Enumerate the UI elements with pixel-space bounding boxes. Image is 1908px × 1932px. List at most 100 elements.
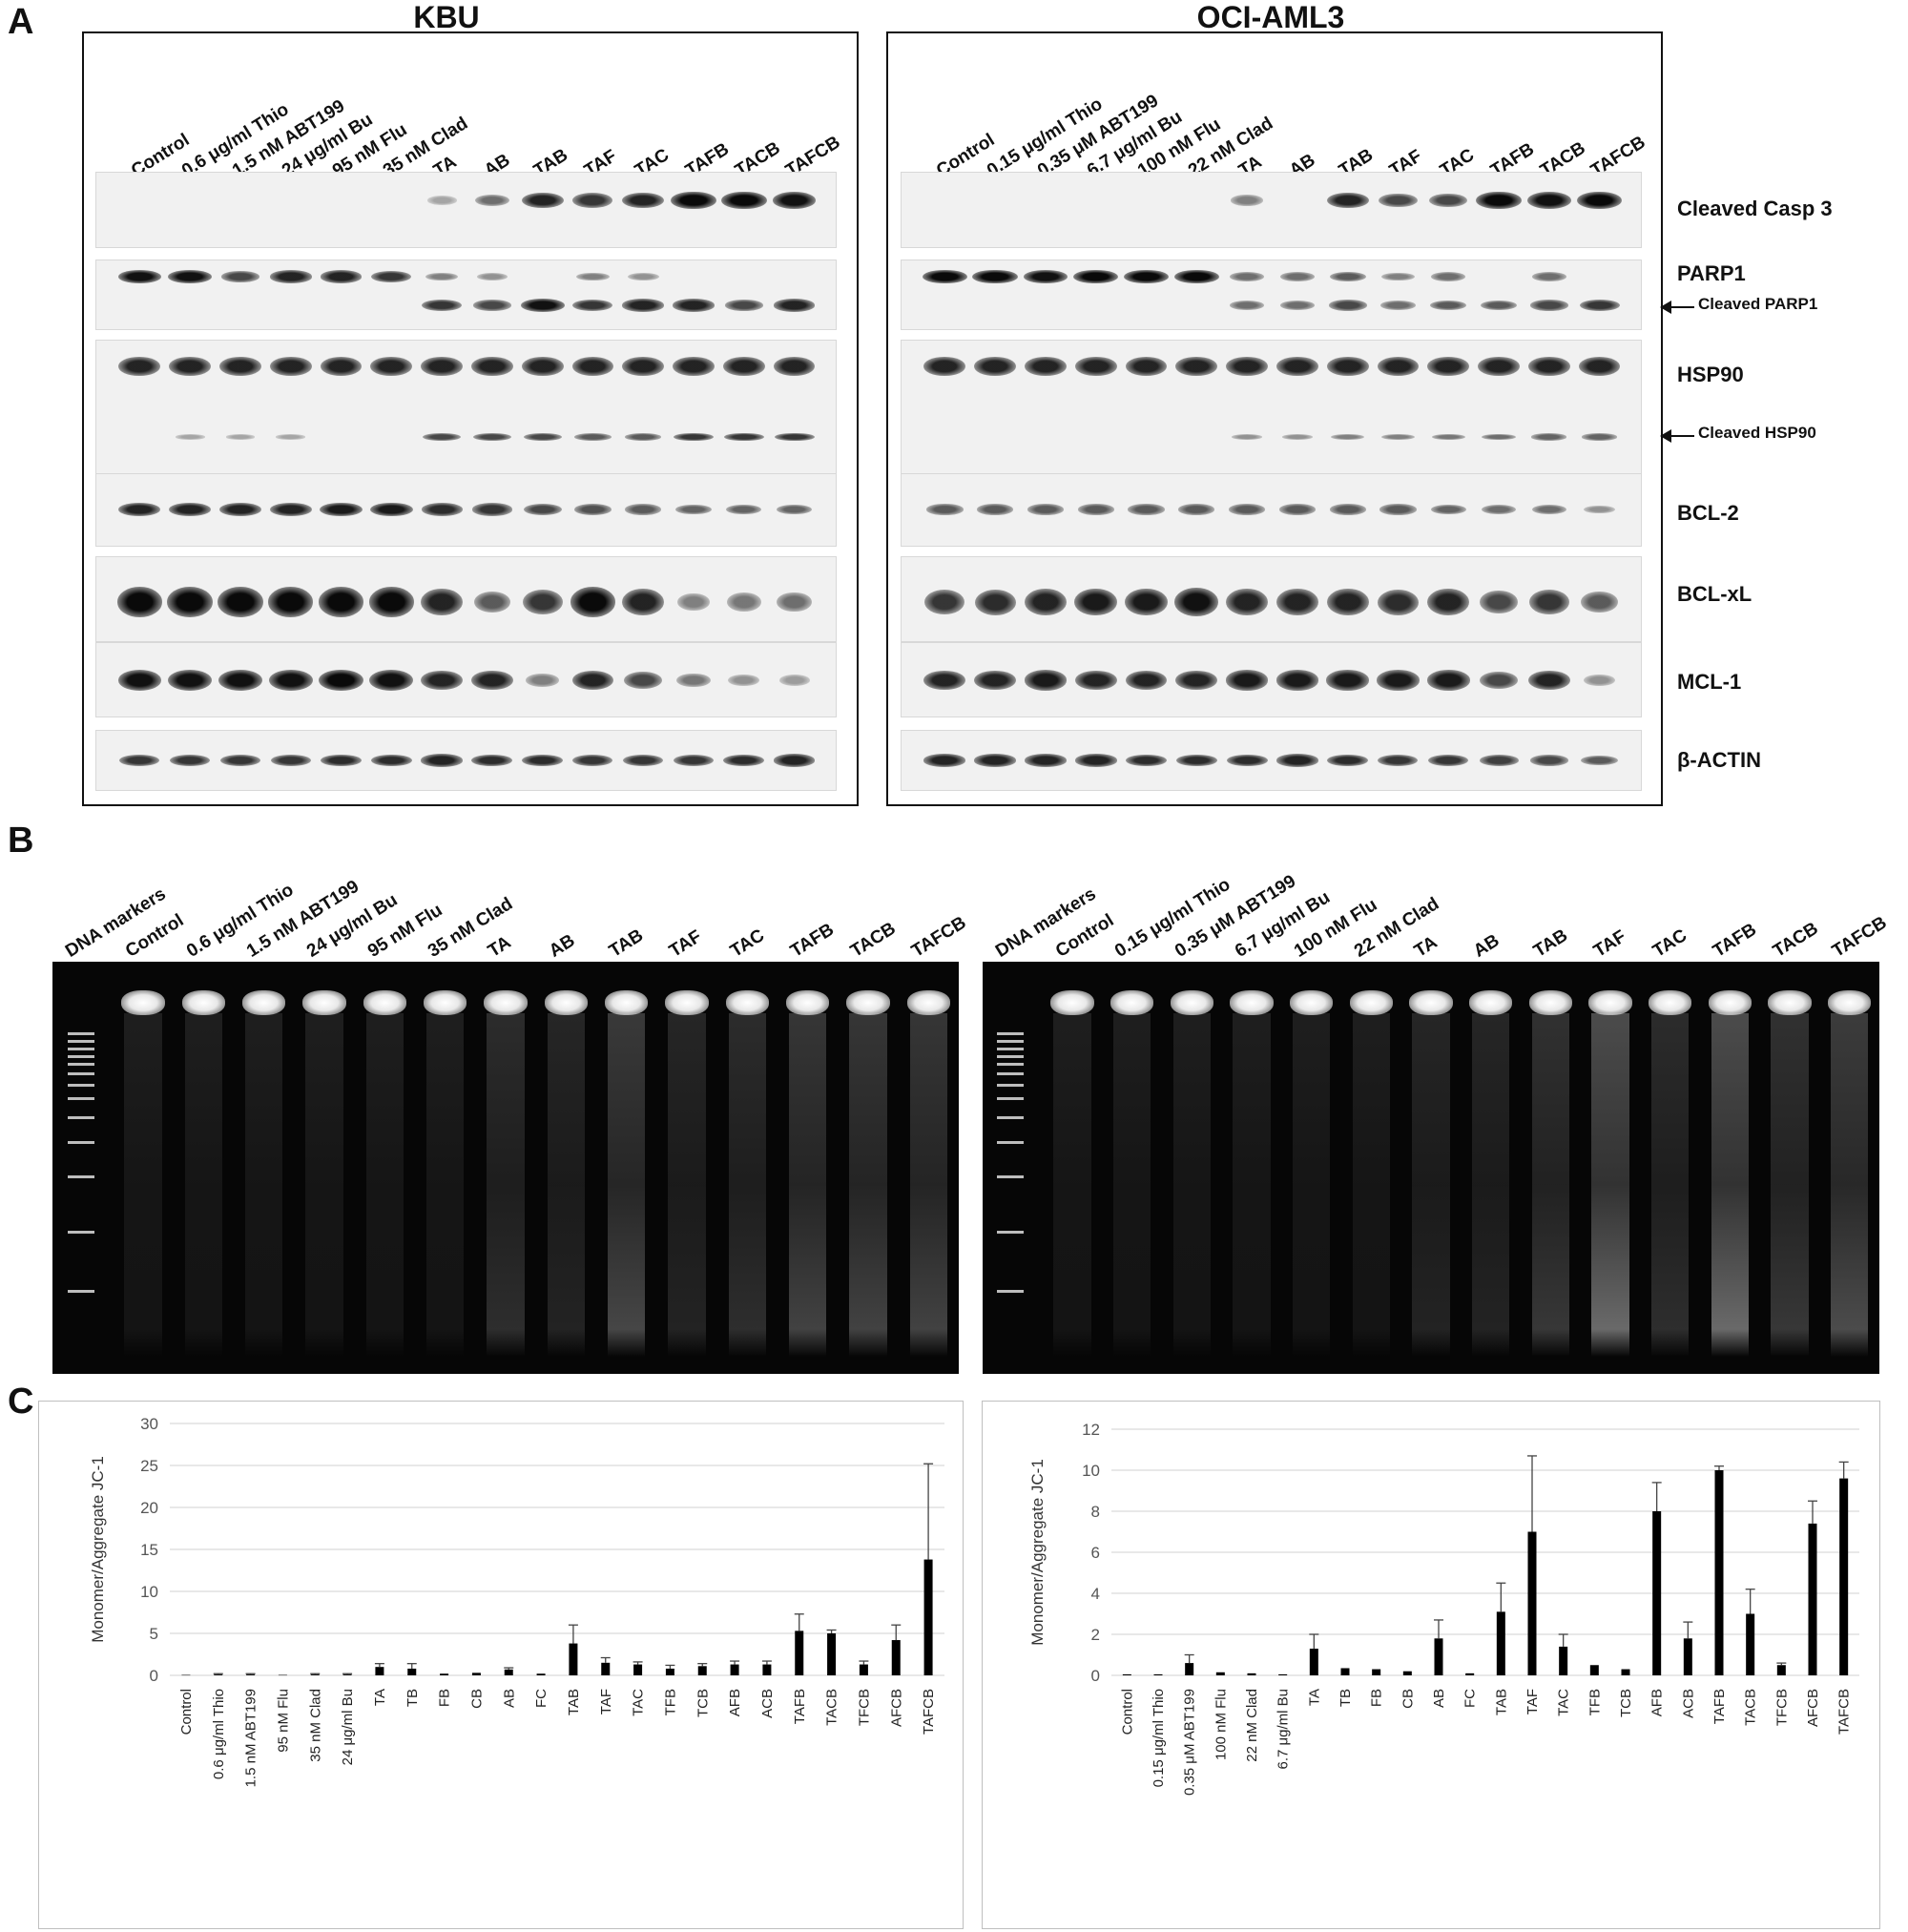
wb-band — [370, 356, 413, 377]
gel-well — [302, 990, 346, 1015]
gel-well — [1349, 990, 1393, 1015]
wb-band — [1579, 299, 1620, 312]
wb-strip-casp3 — [901, 172, 1642, 248]
wb-band — [1074, 356, 1117, 377]
gel-well — [725, 990, 770, 1015]
gel-image-left — [52, 962, 959, 1374]
x-tick-label: TAFCB — [1836, 1689, 1853, 1735]
x-tick-label: TFCB — [856, 1689, 872, 1726]
wb-band — [369, 502, 413, 517]
wb-band — [118, 356, 161, 377]
bar — [1122, 1673, 1131, 1675]
dna-ladder-band — [997, 1084, 1025, 1087]
protein-label-bcl2: BCL-2 — [1677, 501, 1739, 525]
bar — [1309, 1649, 1318, 1675]
bar — [665, 1668, 674, 1675]
dna-smear — [788, 1013, 827, 1357]
wb-band — [117, 670, 162, 691]
bar — [1652, 1511, 1662, 1675]
dna-smear — [1352, 1013, 1390, 1357]
wb-band — [169, 503, 212, 516]
dna-ladder-band — [997, 1072, 1025, 1075]
bar — [504, 1669, 513, 1675]
dna-ladder-band — [67, 1116, 94, 1119]
wb-band — [521, 192, 564, 209]
wb-band — [1025, 754, 1067, 767]
x-tick-label: 0.15 μg/ml Thio — [1151, 1689, 1167, 1787]
x-tick-label: CB — [1400, 1689, 1416, 1709]
gel-lane-label: TA — [1410, 932, 1441, 962]
jc1-chart-kbu: 0 5 10 15 20 25 30 Monomer/Aggregate JC-1 Contro… — [89, 1415, 944, 1787]
gel-well — [121, 990, 165, 1015]
y-tick-label: 5 — [150, 1625, 158, 1643]
bar — [246, 1674, 256, 1675]
wb-band — [1476, 191, 1522, 210]
wb-band — [1175, 356, 1218, 377]
dna-ladder-band — [67, 1175, 94, 1178]
wb-band — [1329, 271, 1366, 282]
wb-band — [168, 270, 212, 283]
gel-lane-label: TAFB — [787, 919, 838, 962]
wb-band — [773, 754, 816, 767]
gel-well — [1110, 990, 1154, 1015]
wb-band — [722, 356, 765, 377]
wb-band — [1531, 433, 1567, 441]
x-tick-label: 0.35 μM ABT199 — [1182, 1689, 1198, 1796]
wb-band — [1326, 670, 1370, 691]
dna-ladder-band — [67, 1290, 94, 1293]
dna-smear — [728, 1013, 767, 1357]
wb-band — [1027, 504, 1065, 515]
x-tick-label: AFCB — [1805, 1689, 1821, 1727]
wb-band — [778, 675, 810, 686]
gel-well — [665, 990, 709, 1015]
y-tick-label: 0 — [150, 1667, 158, 1685]
dna-ladder-band — [997, 1048, 1025, 1050]
wb-band — [1531, 504, 1567, 515]
x-tick-label: TCB — [695, 1689, 711, 1717]
bar — [923, 1559, 933, 1675]
wb-band — [1430, 300, 1467, 311]
wb-band — [1125, 670, 1168, 691]
x-tick-label: TA — [372, 1689, 388, 1706]
wb-band — [1326, 192, 1369, 209]
x-tick-label: TAFB — [1711, 1689, 1728, 1724]
x-tick-label: 24 μg/ml Bu — [340, 1689, 356, 1765]
wb-band — [1025, 589, 1067, 615]
bar — [827, 1633, 837, 1675]
gel-lane-label: TAB — [1530, 925, 1572, 962]
wb-band — [1174, 588, 1219, 616]
gel-lane-label: TAC — [726, 925, 768, 962]
cell-title-oci-aml3: OCI-AML3 — [1196, 0, 1345, 34]
bar — [536, 1673, 546, 1675]
wb-band — [1074, 588, 1118, 616]
wb-band — [676, 673, 711, 688]
wb-band — [723, 432, 764, 442]
wb-band — [1431, 433, 1465, 441]
gel-lane-label: TAFCB — [1829, 912, 1891, 962]
wb-band — [319, 669, 363, 692]
gel-well — [906, 990, 951, 1015]
wb-band — [1281, 434, 1314, 440]
wb-band — [576, 272, 610, 281]
wb-band — [276, 434, 306, 440]
bar — [1808, 1523, 1817, 1675]
wb-band — [1275, 589, 1318, 615]
wb-band — [1275, 754, 1318, 767]
wb-band — [267, 587, 314, 617]
protein-label-bclxl: BCL-xL — [1677, 582, 1752, 606]
dna-ladder-band — [67, 1231, 94, 1234]
gel-well — [1170, 990, 1213, 1015]
dna-smear — [1053, 1013, 1091, 1357]
wb-band — [1427, 589, 1470, 615]
x-tick-label: AFB — [727, 1689, 743, 1716]
bar — [601, 1662, 611, 1675]
wb-band — [175, 434, 205, 440]
wb-band — [1377, 670, 1420, 691]
wb-band — [425, 272, 459, 281]
bar — [730, 1664, 739, 1675]
wb-band — [426, 196, 457, 205]
dna-smear — [1412, 1013, 1450, 1357]
gel-lane-label: DNA markers — [62, 883, 170, 962]
wb-strip-mcl1 — [901, 642, 1642, 717]
wb-band — [1584, 505, 1615, 514]
